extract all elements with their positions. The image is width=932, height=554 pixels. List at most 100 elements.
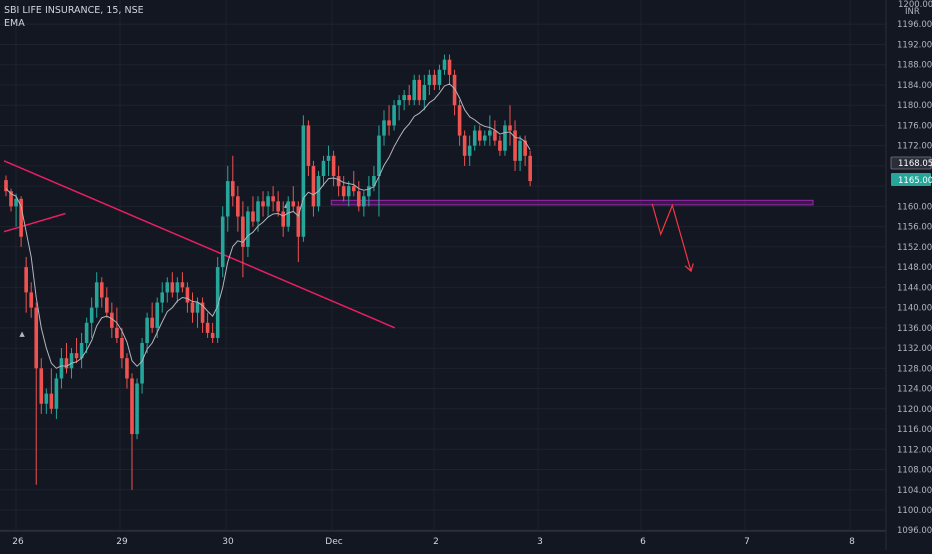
candle-body <box>205 322 210 333</box>
candle <box>331 150 336 187</box>
candle-body <box>291 201 296 207</box>
candle <box>165 277 170 303</box>
candle-body <box>362 196 366 207</box>
candle <box>528 150 532 187</box>
candle <box>402 90 406 111</box>
candle-body <box>276 201 280 212</box>
y-tick-label: 1176.00 <box>897 121 932 131</box>
candle <box>291 186 296 212</box>
candle <box>513 120 517 171</box>
y-tick-label: 1144.00 <box>897 283 932 293</box>
candle <box>125 353 129 389</box>
candle-body <box>49 393 54 409</box>
candle <box>115 307 119 344</box>
candle-body <box>432 74 437 85</box>
candle-body <box>195 302 200 313</box>
candle-body <box>346 186 351 197</box>
candle-body <box>251 211 255 222</box>
x-tick-label: 6 <box>640 537 646 547</box>
candle-body <box>341 186 346 197</box>
candle-body <box>74 353 79 359</box>
grid <box>0 0 886 531</box>
legend-symbol[interactable]: SBI LIFE INSURANCE, 15, NSE <box>4 5 144 16</box>
candle <box>382 110 386 146</box>
candle-body <box>29 292 33 308</box>
candle-body <box>523 140 527 156</box>
candle <box>155 297 159 338</box>
candle <box>523 135 527 166</box>
candle-body <box>331 155 336 177</box>
candle <box>493 120 497 146</box>
candle <box>437 64 442 91</box>
candle <box>483 130 487 146</box>
legend-indicator[interactable]: EMA <box>4 18 25 29</box>
candle-body <box>417 79 422 101</box>
candle-body <box>175 282 180 293</box>
candle <box>190 292 195 323</box>
candle <box>59 348 64 389</box>
candle <box>417 74 422 106</box>
candle <box>150 302 154 333</box>
candle-body <box>286 201 291 227</box>
candle-body <box>392 105 396 126</box>
candle <box>442 54 447 75</box>
candle-body <box>246 211 250 247</box>
candle-body <box>54 378 59 409</box>
legend: SBI LIFE INSURANCE, 15, NSE EMA <box>4 4 144 30</box>
candle <box>326 145 331 177</box>
candle <box>180 272 185 293</box>
candle-body <box>483 135 487 141</box>
candle <box>24 257 28 313</box>
candle <box>281 201 285 237</box>
candle-body <box>94 282 99 308</box>
candle <box>341 176 346 202</box>
candle-body <box>422 84 427 101</box>
candle <box>236 186 240 232</box>
candle-body <box>457 105 462 136</box>
candle <box>392 100 396 131</box>
candle-body <box>266 196 270 207</box>
y-tick-label: 1100.00 <box>897 506 932 516</box>
candle <box>271 186 275 212</box>
candle <box>508 105 512 146</box>
candle <box>110 302 114 338</box>
y-tick-label: 1140.00 <box>897 304 932 314</box>
drawings: ▲▲ <box>3 160 814 338</box>
candle-body <box>84 322 89 344</box>
candle <box>266 191 270 217</box>
candle-body <box>528 155 532 182</box>
descending-trendline <box>3 160 396 329</box>
last-price-value: 1168.05 <box>898 159 932 169</box>
candle-body <box>89 307 94 323</box>
candle <box>89 297 94 338</box>
candle-body <box>351 186 356 192</box>
candle-body <box>220 216 225 268</box>
y-tick-label: 1156.00 <box>897 223 932 233</box>
candle-body <box>180 282 185 288</box>
candle <box>215 257 220 344</box>
candle-body <box>64 358 69 369</box>
y-tick-label: 1096.00 <box>897 526 932 536</box>
candle-body <box>150 317 154 328</box>
last-price-badge: 1168.05 <box>890 156 932 170</box>
candle-body <box>34 307 39 369</box>
candle <box>175 277 180 303</box>
candle <box>210 322 215 344</box>
x-tick-label: 26 <box>12 537 24 547</box>
candle-body <box>488 130 492 136</box>
candle-body <box>165 282 170 293</box>
candle-body <box>145 317 149 344</box>
candle-body <box>427 74 432 85</box>
candle-body <box>9 191 13 207</box>
candle-body <box>397 100 401 106</box>
candle-body <box>110 312 114 328</box>
projection-arrowhead <box>684 263 694 273</box>
candle <box>503 120 507 156</box>
candle <box>220 206 225 278</box>
current-price-badge: 1165.00 <box>891 173 932 186</box>
candle-body <box>256 201 260 222</box>
y-tick-label: 1108.00 <box>897 466 932 476</box>
candle <box>130 373 134 490</box>
